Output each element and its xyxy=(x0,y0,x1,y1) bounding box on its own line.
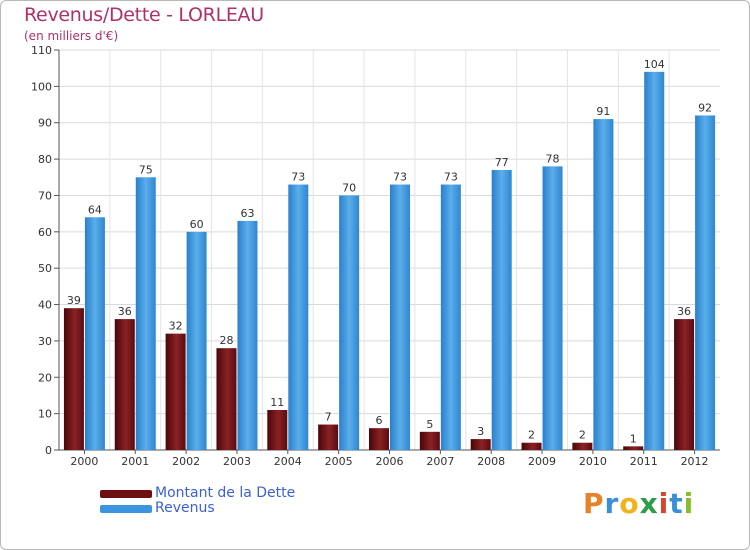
legend-label-debt: Montant de la Dette xyxy=(155,485,296,501)
data-label-debt: 39 xyxy=(67,294,81,307)
data-label-revenus: 78 xyxy=(546,152,560,165)
x-tick-label: 2001 xyxy=(121,455,149,468)
bar-debt xyxy=(267,410,288,450)
data-label-revenus: 104 xyxy=(644,58,665,71)
data-label-debt: 1 xyxy=(630,432,637,445)
data-label-revenus: 64 xyxy=(88,203,102,216)
y-tick-label: 110 xyxy=(31,44,52,57)
y-tick-label: 10 xyxy=(38,408,52,421)
bar-debt xyxy=(521,442,542,450)
bar-debt xyxy=(419,431,440,450)
y-tick-label: 90 xyxy=(38,117,52,130)
x-tick-label: 2000 xyxy=(70,455,98,468)
data-label-revenus: 70 xyxy=(342,181,356,194)
y-tick-label: 40 xyxy=(38,299,52,312)
x-tick-label: 2003 xyxy=(223,455,251,468)
y-tick-label: 80 xyxy=(38,153,52,166)
data-label-revenus: 73 xyxy=(393,171,407,184)
logo-letter: o xyxy=(619,487,640,520)
legend-swatch-revenus xyxy=(100,505,152,513)
x-tick-label: 2004 xyxy=(274,455,302,468)
data-label-revenus: 60 xyxy=(190,218,204,231)
y-tick-label: 50 xyxy=(38,262,52,275)
bar-revenus xyxy=(390,184,410,450)
logo-letter: P xyxy=(583,487,605,520)
x-tick-label: 2008 xyxy=(477,455,505,468)
data-label-revenus: 92 xyxy=(698,101,712,114)
data-label-revenus: 73 xyxy=(444,171,458,184)
logo-letter: x xyxy=(639,487,659,520)
legend-label-revenus: Revenus xyxy=(155,500,215,516)
bar-revenus xyxy=(440,184,461,450)
data-labels: 39 64 36 75 32 60 28 63 11 73 7 70 6 73 5 73 3 77 2 78 2 91 1 1… xyxy=(67,58,712,446)
logo-letter: i xyxy=(683,487,695,520)
data-label-revenus: 91 xyxy=(596,105,610,118)
x-tick-label: 2010 xyxy=(579,455,607,468)
data-label-debt: 36 xyxy=(118,305,132,318)
logo-letter: t xyxy=(669,487,684,520)
bar-revenus xyxy=(593,119,614,450)
bars xyxy=(63,71,716,451)
bar-debt xyxy=(114,319,135,450)
y-tick-label: 30 xyxy=(38,335,52,348)
bar-revenus xyxy=(84,217,105,450)
bar-debt xyxy=(216,348,237,450)
x-tick-label: 2012 xyxy=(681,455,709,468)
data-label-debt: 5 xyxy=(426,418,433,431)
bar-revenus xyxy=(644,71,665,451)
bar-revenus xyxy=(491,170,512,450)
bar-revenus xyxy=(186,231,207,450)
x-tick-label: 2005 xyxy=(325,455,353,468)
data-label-debt: 3 xyxy=(477,425,484,438)
legend-swatch-debt xyxy=(100,490,152,498)
bar-revenus xyxy=(237,220,258,450)
y-tick-label: 20 xyxy=(38,371,52,384)
y-tick-label: 100 xyxy=(31,80,52,93)
x-tick-label: 2007 xyxy=(426,455,454,468)
y-tick-label: 0 xyxy=(45,444,52,457)
data-label-revenus: 73 xyxy=(291,171,305,184)
data-label-debt: 32 xyxy=(169,320,183,333)
bar-revenus xyxy=(288,184,309,450)
x-tick-label: 2002 xyxy=(172,455,200,468)
data-label-debt: 28 xyxy=(219,334,233,347)
data-label-debt: 36 xyxy=(677,305,691,318)
data-label-revenus: 77 xyxy=(495,156,509,169)
bar-debt xyxy=(572,442,593,450)
data-label-revenus: 75 xyxy=(139,163,153,176)
chart-subtitle: (en milliers d'€) xyxy=(24,29,119,43)
bar-revenus xyxy=(695,115,716,451)
bar-debt xyxy=(623,446,644,450)
bar-revenus xyxy=(135,177,156,451)
data-label-debt: 2 xyxy=(579,429,586,442)
logo-letter: i xyxy=(658,487,670,520)
grid-lines xyxy=(59,49,720,450)
bar-debt xyxy=(165,333,186,450)
bar-debt xyxy=(318,424,339,450)
bar-debt xyxy=(470,439,491,450)
data-label-debt: 2 xyxy=(528,429,535,442)
data-label-revenus: 63 xyxy=(240,207,254,220)
proxiti-logo: Proxiti xyxy=(583,487,694,520)
bar-revenus xyxy=(542,166,563,450)
data-label-debt: 11 xyxy=(270,396,284,409)
data-label-debt: 6 xyxy=(376,414,383,427)
bar-debt xyxy=(674,319,695,450)
y-tick-label: 70 xyxy=(38,189,52,202)
x-tick-label: 2006 xyxy=(376,455,404,468)
bar-revenus xyxy=(339,195,360,450)
y-tick-label: 60 xyxy=(38,226,52,239)
chart-title: Revenus/Dette - LORLEAU xyxy=(24,4,264,26)
bar-debt xyxy=(369,428,389,450)
logo-letter: r xyxy=(604,487,620,520)
data-label-debt: 7 xyxy=(325,411,332,424)
x-tick-label: 2009 xyxy=(528,455,556,468)
x-tick-label: 2011 xyxy=(630,455,658,468)
bar-debt xyxy=(63,308,84,450)
